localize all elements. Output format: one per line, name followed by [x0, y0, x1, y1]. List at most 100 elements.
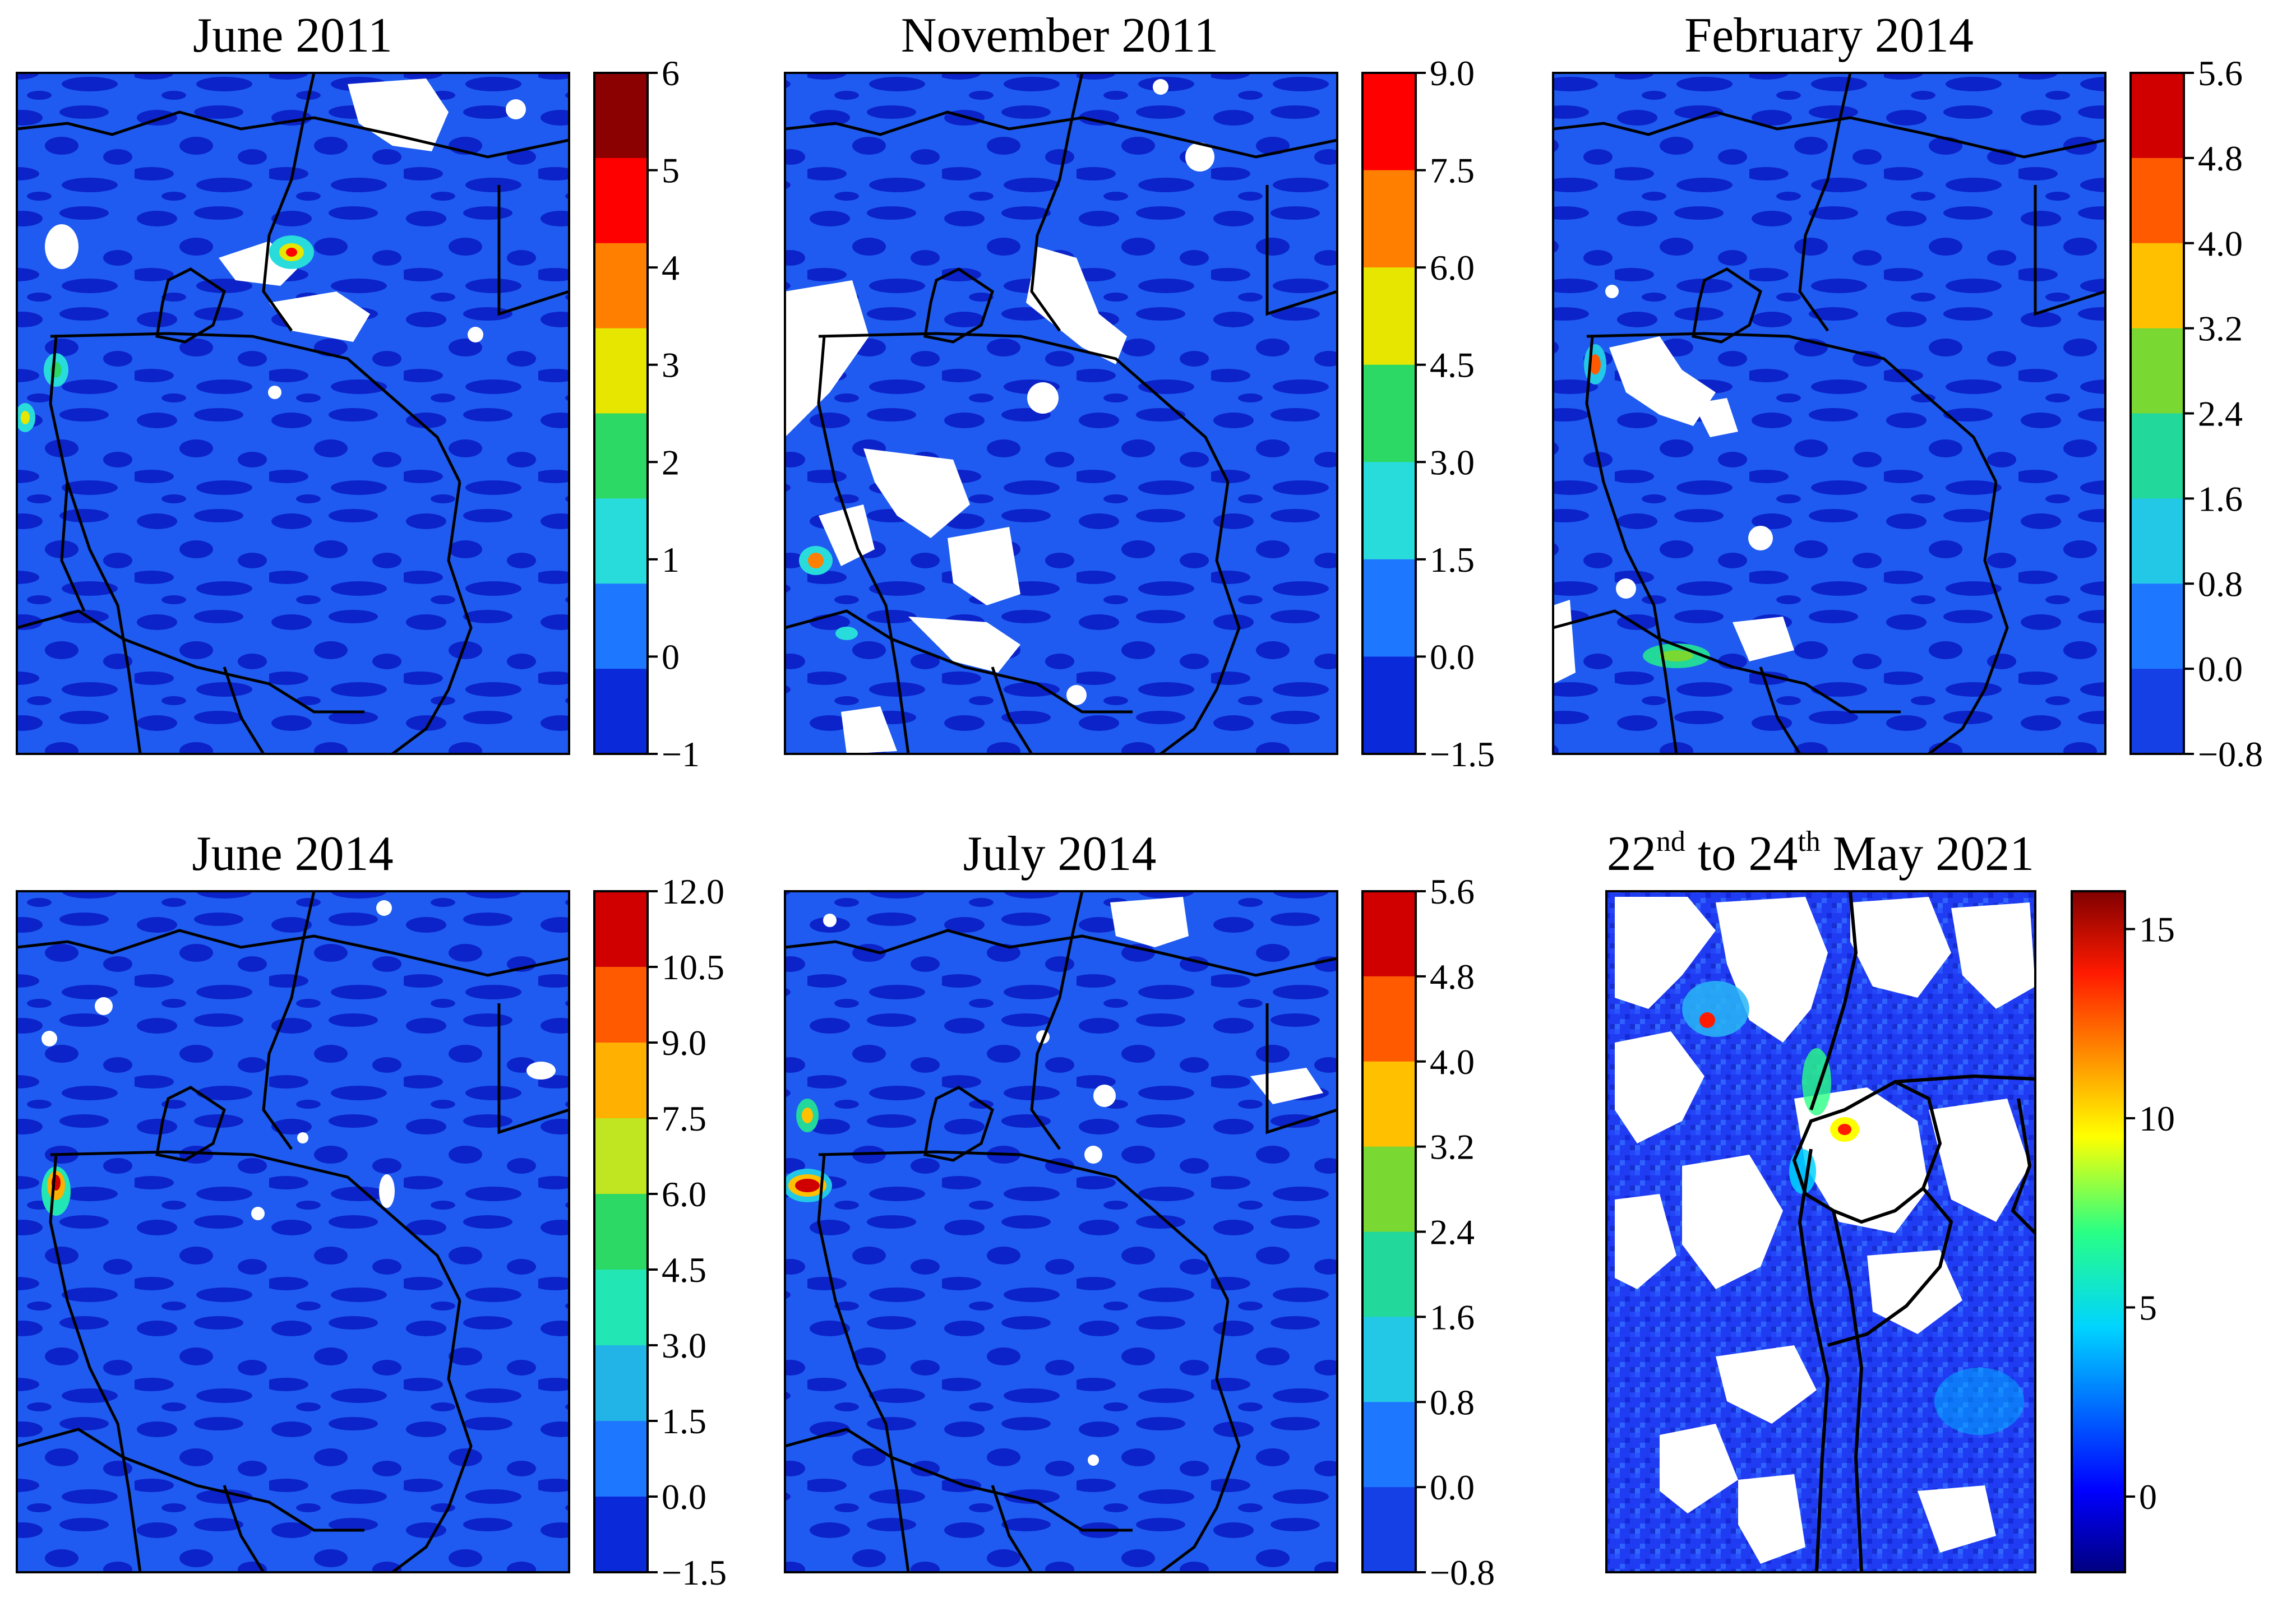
anomaly-hotspot	[795, 1179, 820, 1192]
colorbar-tick-label: 12.0	[662, 872, 724, 911]
colorbar-tick-label: 9.0	[662, 1023, 706, 1063]
colorbar-band	[2131, 328, 2184, 414]
colorbar-tick-label: 2.4	[2198, 394, 2243, 434]
colorbar: 15 10 5 0	[2071, 890, 2175, 1573]
colorbar-band	[1362, 462, 1416, 560]
colorbar-tick-label: 6.0	[1430, 248, 1475, 288]
anomaly-hotspot	[1838, 1124, 1851, 1135]
panel-title: 22nd to 24th May 2021	[1607, 826, 2034, 881]
colorbar-tick-label: 5	[2139, 1288, 2157, 1328]
missing-data-region	[1716, 1345, 1817, 1424]
country-borders	[1553, 73, 2105, 754]
title-part: 22	[1607, 827, 1656, 881]
panel-title: July 2014	[963, 827, 1157, 881]
colorbar-tick-label: 4.8	[1430, 957, 1475, 997]
panel-title: June 2014	[192, 827, 393, 881]
colorbar-tick-label: 1.6	[2198, 479, 2243, 518]
colorbar-band	[594, 498, 648, 584]
missing-data-region	[1605, 285, 1619, 298]
missing-data-region	[376, 900, 392, 916]
colorbar-band	[594, 328, 648, 414]
missing-data-region	[785, 280, 869, 437]
panel-may-2021: 22nd to 24th May 2021	[1605, 826, 2175, 1573]
anomaly-hotspot	[802, 1108, 813, 1123]
colorbar: 6 5 4 3 2 1 0 −1	[593, 53, 700, 774]
map-area	[785, 891, 1337, 1572]
colorbar-band	[594, 158, 648, 244]
colorbar-band	[2131, 243, 2184, 329]
colorbar-tick-label: 4.8	[2198, 138, 2243, 178]
missing-data-region	[1615, 897, 1716, 1009]
colorbar-band	[1362, 170, 1416, 268]
missing-data-region	[1553, 600, 1576, 684]
colorbar-tick-label: 9.0	[1430, 53, 1475, 93]
colorbar-band	[594, 73, 648, 159]
anomaly-hotspot	[1699, 1012, 1715, 1028]
colorbar: 5.6 4.8 4.0 3.2 2.4 1.6 0.8 0.0 −0.8	[1361, 872, 1495, 1592]
colorbar-tick-label: 6	[662, 53, 680, 93]
colorbar-tick-label: 5.6	[2198, 53, 2243, 93]
missing-data-region	[1929, 1099, 2030, 1222]
country-borders	[785, 73, 1337, 754]
panel-february-2014: February 2014	[1552, 8, 2263, 774]
colorbar-tick-label: 3	[662, 345, 680, 385]
missing-data-region	[268, 386, 281, 399]
anomaly-hotspot	[1934, 1368, 2024, 1435]
colorbar-tick-label: 0.8	[1430, 1382, 1475, 1422]
missing-data-region	[1693, 398, 1738, 437]
missing-data-region	[348, 78, 449, 151]
missing-data-region	[1084, 1146, 1102, 1164]
missing-data-region	[1748, 526, 1773, 550]
colorbar-tick-label: 7.5	[1430, 151, 1475, 191]
map-area	[1606, 891, 2035, 1572]
colorbar-tick-label: 5	[662, 151, 680, 191]
colorbar-tick-label: 5.6	[1430, 872, 1475, 911]
country-borders	[1792, 891, 2035, 1572]
country-borders	[17, 891, 569, 1572]
panel-june-2011: June 2011	[16, 8, 700, 774]
map-area	[17, 73, 569, 754]
missing-data-region	[1110, 897, 1189, 947]
colorbar-tick-label: 0	[2139, 1477, 2157, 1517]
title-sup: th	[1798, 826, 1820, 858]
missing-data-region	[1794, 1087, 1929, 1233]
colorbar-band	[594, 243, 648, 329]
colorbar-tick-label: 10.5	[662, 947, 724, 987]
anomaly-hotspot	[1802, 1048, 1831, 1115]
colorbar-frame	[2071, 890, 2126, 1573]
colorbar-tick-label: 15	[2139, 910, 2175, 950]
panel-november-2011: November 2011	[784, 8, 1495, 774]
colorbar-band	[1362, 73, 1416, 171]
colorbar-tick-label: 0.0	[1430, 1467, 1475, 1507]
colorbar-tick-label: −1.5	[662, 1553, 727, 1592]
colorbar-band	[1362, 559, 1416, 657]
colorbar-tick-label: 1.6	[1430, 1297, 1475, 1337]
panel-title: June 2011	[193, 8, 392, 63]
colorbar-band	[1362, 891, 1416, 977]
colorbar-tick-label: 0	[662, 637, 680, 677]
colorbar-tick-label: 1.5	[662, 1401, 706, 1441]
panel-june-2014: June 2014	[16, 827, 727, 1592]
colorbar-band	[2131, 73, 2184, 159]
anomaly-hotspot	[1590, 354, 1601, 374]
panel-title: February 2014	[1684, 8, 1974, 63]
colorbar-band	[2131, 498, 2184, 584]
missing-data-region	[41, 1031, 57, 1046]
missing-data-region	[1850, 897, 1951, 998]
missing-data-region	[863, 448, 970, 538]
colorbar-band	[594, 1270, 648, 1346]
missing-data-region	[1660, 1424, 1738, 1513]
colorbar-frame	[593, 890, 649, 1573]
missing-data-region	[251, 1207, 265, 1220]
colorbar-tick-label: −0.8	[2198, 734, 2263, 774]
missing-data-region	[95, 997, 113, 1015]
country-borders	[785, 891, 1337, 1572]
colorbar-tick-label: 4.5	[662, 1250, 706, 1290]
colorbar-tick-label: 2	[662, 442, 680, 482]
missing-data-region	[1616, 578, 1636, 599]
missing-data-region	[1733, 617, 1794, 661]
colorbar-tick-label: 1.5	[1430, 540, 1475, 580]
anomaly-hotspot	[286, 248, 297, 257]
colorbar-tick-label: 0.0	[662, 1477, 706, 1517]
